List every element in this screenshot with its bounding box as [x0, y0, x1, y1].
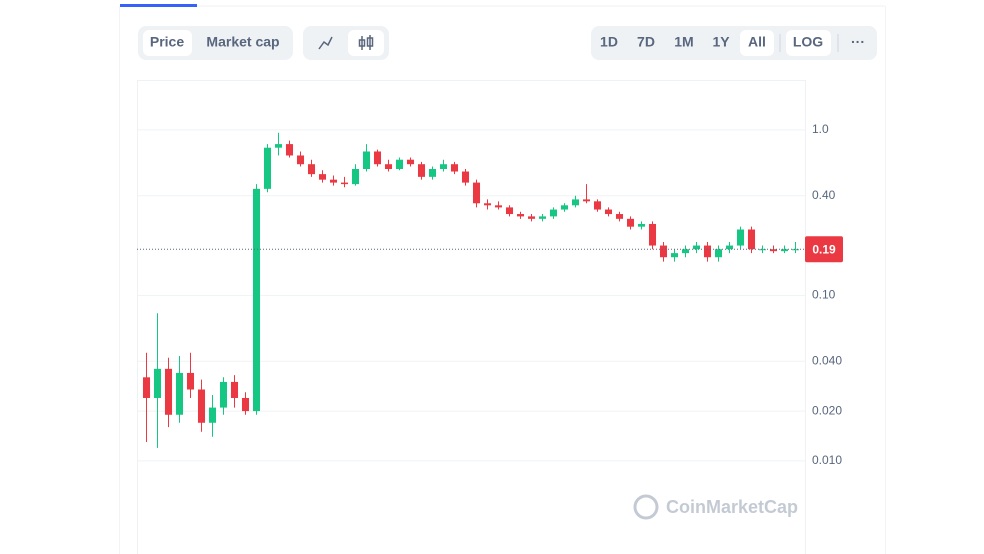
candle-body	[340, 182, 349, 185]
candle-body	[428, 168, 437, 177]
candle-body	[736, 229, 745, 246]
candle-body	[263, 147, 272, 189]
candle-body	[527, 216, 536, 219]
candle-body	[571, 199, 580, 206]
candle-body	[648, 223, 657, 246]
candle-body	[186, 372, 195, 390]
candle-body	[241, 397, 250, 412]
y-tick-label: 0.020	[812, 403, 842, 417]
candle-body	[219, 381, 228, 408]
candle-body	[208, 407, 217, 423]
candle-body	[791, 249, 800, 251]
candle-body	[560, 205, 569, 210]
candle-body	[230, 381, 239, 398]
candle-body	[637, 223, 646, 227]
candle-body	[538, 216, 547, 219]
candle-body	[142, 377, 151, 398]
range-button[interactable]: 1Y	[712, 34, 730, 50]
candle-body	[384, 164, 393, 169]
candle-body	[626, 218, 635, 227]
watermark-text: CoinMarketCap	[666, 497, 798, 517]
candle-body	[461, 171, 470, 183]
line-chart-icon[interactable]	[318, 36, 333, 50]
candle-body	[274, 144, 283, 148]
active-tab-indicator	[120, 4, 197, 7]
candle-body	[593, 201, 602, 210]
candle-body	[505, 207, 514, 215]
candle-body	[153, 368, 162, 398]
candle-body	[725, 245, 734, 250]
log-button[interactable]: LOG	[793, 34, 823, 50]
y-tick-label: 0.040	[812, 353, 842, 367]
y-tick-label: 0.40	[812, 188, 836, 202]
candle-body	[175, 372, 184, 415]
watermark: CoinMarketCap	[633, 494, 798, 520]
candle-body	[362, 151, 371, 169]
candle-body	[472, 182, 481, 204]
candle-body	[307, 164, 316, 175]
toggle-group	[591, 26, 877, 60]
candle-body	[318, 174, 327, 180]
candle-body	[516, 214, 525, 217]
candle-body	[296, 155, 305, 165]
candle-body	[615, 214, 624, 219]
candle-body	[659, 245, 668, 258]
active-pill	[740, 30, 774, 56]
candle-body	[483, 203, 492, 206]
candle-body	[604, 209, 613, 215]
candle-body	[582, 199, 591, 202]
tab-button[interactable]: Price	[150, 34, 184, 50]
candle-body	[373, 151, 382, 165]
active-pill	[348, 30, 384, 56]
candle-body	[670, 253, 679, 258]
candle-body	[692, 245, 701, 250]
candle-body	[714, 249, 723, 258]
range-button[interactable]: 7D	[637, 34, 655, 50]
candle-body	[439, 164, 448, 169]
candle-body	[351, 168, 360, 185]
candle-body	[285, 144, 294, 156]
candle-body	[758, 249, 767, 251]
tab-button[interactable]: Market cap	[206, 34, 279, 50]
candle-body	[197, 389, 206, 423]
range-button[interactable]: All	[748, 34, 766, 50]
range-button[interactable]: 1M	[674, 34, 693, 50]
last-price-badge	[805, 236, 843, 263]
last-price-label: 0.19	[812, 242, 836, 256]
candle-body	[747, 229, 756, 250]
y-tick-label: 0.10	[812, 288, 836, 302]
candle-body	[769, 249, 778, 252]
candle-body	[681, 249, 690, 254]
candle-body	[549, 209, 558, 217]
candle-body	[395, 159, 404, 169]
candle-body	[450, 164, 459, 172]
candle-body	[252, 188, 261, 412]
active-pill	[143, 30, 192, 56]
candle-body	[780, 249, 789, 252]
candle-body	[406, 159, 415, 165]
candle-body	[703, 245, 712, 258]
candle-chart-icon[interactable]	[358, 35, 374, 50]
candle-body	[329, 179, 338, 183]
more-button[interactable]: ···	[851, 34, 865, 50]
candle-body	[494, 205, 503, 208]
range-button[interactable]: 1D	[600, 34, 618, 50]
candle-body	[164, 368, 173, 415]
active-pill	[786, 30, 831, 56]
y-tick-label: 0.010	[812, 453, 842, 467]
y-tick-label: 1.0	[812, 122, 829, 136]
candle-body	[417, 164, 426, 177]
